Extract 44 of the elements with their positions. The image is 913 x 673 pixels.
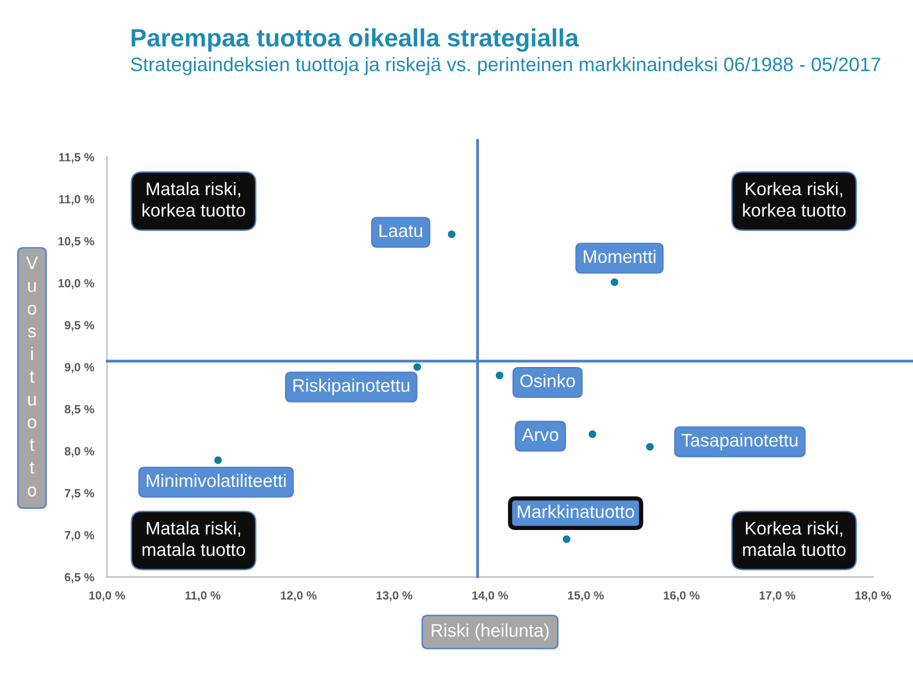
- y-tick-label: 9,5 %: [64, 321, 94, 332]
- series-label: Momentti: [584, 250, 656, 264]
- y-tick-label: 6,5 %: [64, 573, 94, 584]
- series-label: Markkinatuotto: [518, 504, 634, 518]
- x-tick-label: 11,0 %: [185, 591, 220, 602]
- x-tick-label: 16,0 %: [664, 591, 700, 602]
- point: [562, 535, 570, 544]
- annotation: Matala riski, korkea tuotto: [142, 182, 245, 217]
- chart-subtitle: Strategiaindeksien tuottoja ja riskejä vs. perinteinen markkinaindeksi 06/1988 - 05/2017: [130, 57, 880, 76]
- annotation: Korkea riski, matala tuotto: [743, 521, 846, 556]
- y-tick-label: 9,0 %: [64, 363, 94, 374]
- y-tick-label: 10,0 %: [58, 279, 94, 290]
- x-tick-label: 10,0 %: [89, 591, 126, 602]
- point: [448, 230, 456, 238]
- x-tick-label: 15,0 %: [568, 591, 604, 602]
- y-tick-label: 7,0 %: [64, 531, 94, 542]
- y-tick-label: 8,5 %: [64, 405, 94, 416]
- point: [610, 278, 618, 286]
- series-label: Tasapainotettu: [682, 433, 798, 450]
- chart-title: Parempaa tuottoa oikealla strategialla: [132, 28, 579, 52]
- x-tick-label: 18,0 %: [855, 591, 892, 602]
- x-tick-label: 14,0 %: [472, 591, 508, 602]
- series-label: Minimivolatiliteetti: [146, 474, 286, 488]
- series-label: Laatu: [380, 224, 422, 238]
- point: [646, 442, 654, 451]
- x-axis-title: Riski (heilunta): [432, 624, 549, 640]
- annotation: Korkea riski, korkea tuotto: [743, 182, 846, 217]
- y-tick-label: 11,5 %: [59, 153, 94, 164]
- point: [496, 372, 504, 380]
- x-tick-label: 13,0 %: [376, 591, 412, 602]
- x-tick-label: 17,0 %: [760, 591, 796, 602]
- series-label: Osinko: [520, 374, 575, 388]
- point: [588, 430, 596, 438]
- text: Vuosituotto: [26, 256, 38, 496]
- series-label: Arvo: [522, 428, 558, 442]
- y-tick-label: 7,5 %: [64, 489, 94, 500]
- point: [413, 363, 422, 371]
- series-label: Riskipainotettu: [294, 378, 410, 396]
- y-tick-label: 10,5 %: [58, 237, 94, 248]
- y-tick-label: 11,0 %: [59, 195, 94, 206]
- x-tick-label: 12,0 %: [280, 591, 317, 602]
- point: [214, 456, 222, 464]
- annotation: Matala riski, matala tuotto: [142, 521, 245, 556]
- y-tick-label: 8,0 %: [64, 447, 94, 458]
